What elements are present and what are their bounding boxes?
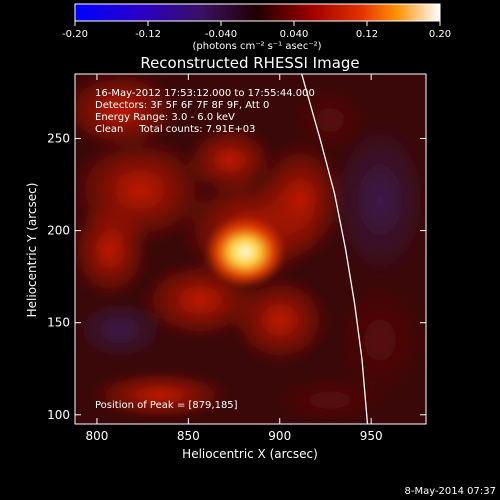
- x-tick-label: 800: [85, 429, 108, 443]
- heatmap-region: [330, 120, 426, 280]
- heatmap-region: [270, 375, 390, 424]
- heatmap-image: [75, 74, 426, 424]
- annotation-block: 16-May-2012 17:53:12.000 to 17:55:44.000…: [95, 88, 315, 135]
- heatmap-region: [335, 280, 425, 400]
- colorbar-tick-label: -0.20: [62, 29, 88, 40]
- heatmap-region: [230, 275, 330, 365]
- chart-title: Reconstructed RHESSI Image: [140, 54, 359, 72]
- x-tick-label: 850: [177, 429, 200, 443]
- heatmap-region: [75, 74, 180, 150]
- colorbar: -0.20 -0.12 -0.040 0.040 0.12 0.20 (photons c…: [62, 3, 451, 52]
- peak-position-label: Position of Peak = [879,185]: [95, 400, 238, 411]
- y-tick-label: 100: [47, 408, 70, 422]
- colorbar-tick-label: 0.040: [280, 29, 309, 40]
- solar-limb-line: [301, 74, 369, 424]
- x-axis-label: Heliocentric X (arcsec): [182, 447, 318, 461]
- x-tick-label: 950: [360, 429, 383, 443]
- x-tick-label: 900: [268, 429, 291, 443]
- y-axis-label: Heliocentric Y (arcsec): [25, 183, 39, 318]
- colorbar-tick-label: 0.12: [356, 29, 378, 40]
- annotation-clean-counts: Clean Total counts: 7.91E+03: [95, 124, 255, 135]
- y-tick-label: 250: [47, 131, 70, 145]
- heatmap-region: [75, 300, 165, 360]
- x-axis-ticks: 800 850 900 950: [85, 74, 383, 443]
- heatmap-region: [75, 200, 150, 300]
- colorbar-unit-label: (photons cm⁻² s⁻¹ asec⁻²): [192, 41, 321, 52]
- plot-frame: [74, 73, 427, 425]
- heatmap-region: [90, 370, 230, 420]
- annotation-energy-range: Energy Range: 3.0 - 6.0 keV: [95, 112, 235, 123]
- footer-date: 8-May-2014 07:37: [404, 486, 496, 497]
- annotation-detectors: Detectors: 3F 5F 6F 7F 8F 9F, Att 0: [95, 100, 269, 111]
- colorbar-tick-label: -0.040: [205, 29, 237, 40]
- heatmap-region: [205, 217, 285, 287]
- colorbar-tick-label: -0.12: [135, 29, 161, 40]
- y-tick-label: 200: [47, 224, 70, 238]
- colorbar-tick-label: 0.20: [429, 29, 451, 40]
- colorbar-gradient: [74, 3, 441, 22]
- y-axis-ticks: 100 150 200 250: [47, 131, 426, 422]
- annotation-time-range: 16-May-2012 17:53:12.000 to 17:55:44.000: [95, 88, 315, 99]
- y-tick-label: 150: [47, 316, 70, 330]
- colorbar-ticks: -0.20 -0.12 -0.040 0.040 0.12 0.20: [62, 21, 451, 40]
